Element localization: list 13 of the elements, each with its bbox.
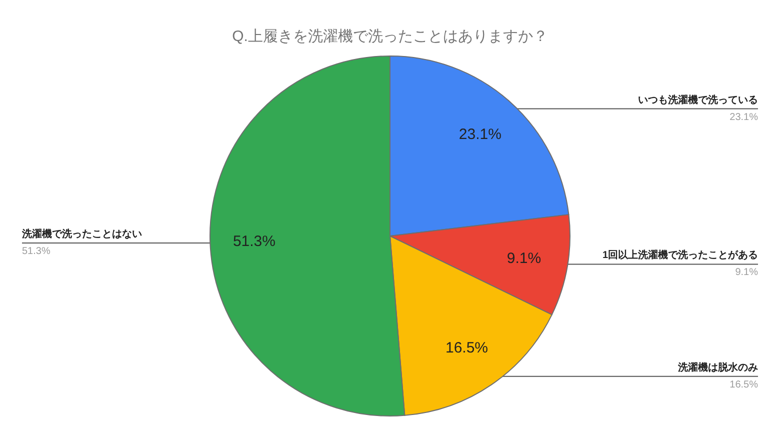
data-label: 9.1% <box>735 267 758 278</box>
data-label: 23.1% <box>730 112 758 123</box>
data-label: 51.3% <box>22 246 50 257</box>
slice-label: 洗濯機で洗ったことはない <box>21 228 142 240</box>
text: 9.1% <box>506 250 542 268</box>
text: 16.5% <box>445 340 488 357</box>
slice-label: 1回以上洗濯機で洗ったことがある <box>602 249 758 262</box>
text: 51.3% <box>232 233 276 250</box>
text: 23.1% <box>458 126 502 143</box>
slice-label: いつも洗濯機で洗っている <box>638 94 758 106</box>
data-label: 16.5% <box>730 379 758 390</box>
chart-title: Q.上履きを洗濯機で洗ったことはありますか？ <box>232 28 548 45</box>
slice-label: 洗濯機は脱水のみ <box>677 361 758 374</box>
